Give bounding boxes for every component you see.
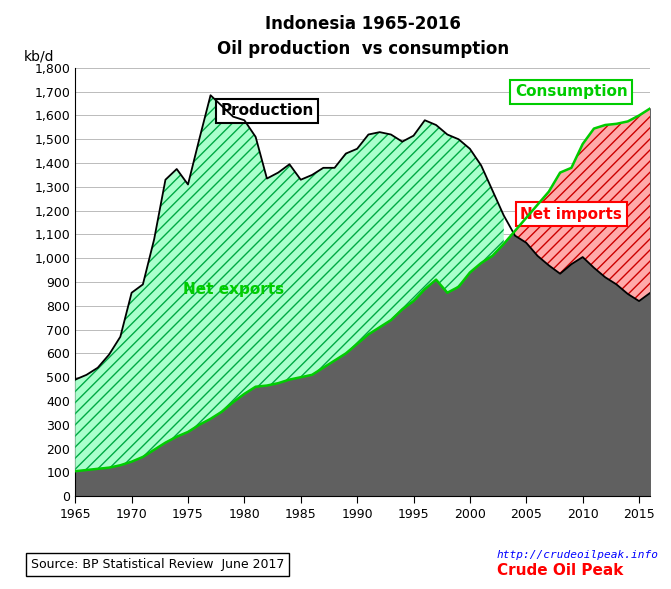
Text: Crude Oil Peak: Crude Oil Peak — [497, 562, 623, 578]
Text: Source: BP Statistical Review  June 2017: Source: BP Statistical Review June 2017 — [31, 558, 285, 571]
Text: Production: Production — [220, 103, 313, 118]
Text: Net imports: Net imports — [521, 207, 622, 221]
Title: Indonesia 1965-2016
Oil production  vs consumption: Indonesia 1965-2016 Oil production vs co… — [217, 15, 509, 58]
Text: http://crudeoilpeak.info: http://crudeoilpeak.info — [497, 550, 658, 560]
Text: Consumption: Consumption — [515, 84, 628, 99]
Text: kb/d: kb/d — [23, 49, 54, 64]
Text: Net exports: Net exports — [183, 282, 284, 297]
